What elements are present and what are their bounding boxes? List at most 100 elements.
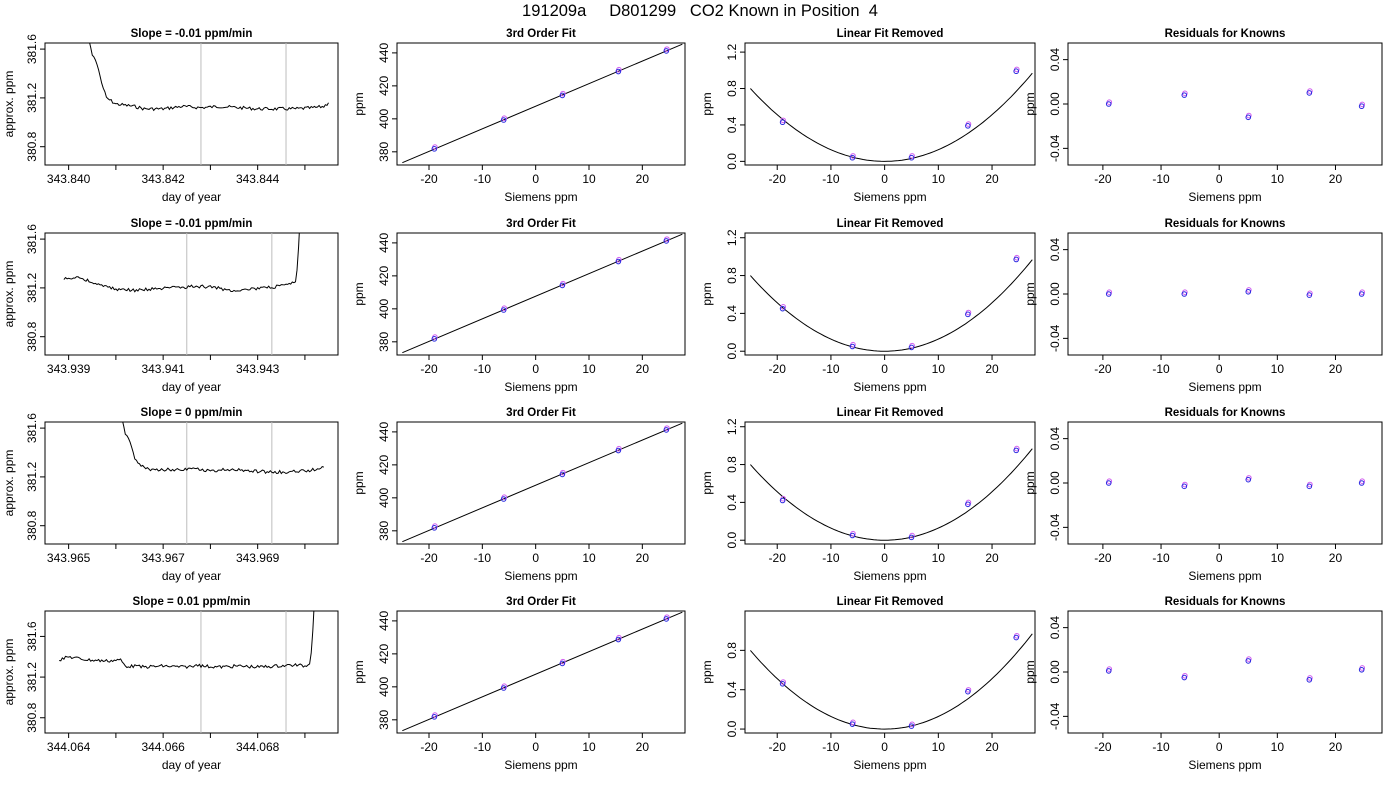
data-point xyxy=(663,238,670,244)
y-tick-label: 380 xyxy=(377,709,391,729)
x-axis-label: Siemens ppm xyxy=(504,190,577,204)
x-tick-label: 0 xyxy=(532,551,539,565)
x-tick-label: -10 xyxy=(474,740,492,754)
plot-title: 3rd Order Fit xyxy=(506,28,576,40)
x-tick-label: 10 xyxy=(582,551,596,565)
fit-line xyxy=(402,422,683,543)
y-tick-label: 1.2 xyxy=(725,229,739,246)
x-tick-label: 10 xyxy=(582,362,596,376)
ppm-trace-line xyxy=(59,611,315,669)
x-tick-label: -10 xyxy=(822,362,840,376)
data-point xyxy=(908,534,915,541)
y-tick-label: 0.8 xyxy=(725,267,739,284)
data-point xyxy=(1358,480,1365,486)
x-tick-label: 20 xyxy=(985,740,999,754)
plot-title: Slope = 0 ppm/min xyxy=(141,407,243,419)
x-tick-label: 0 xyxy=(881,740,888,754)
x-tick-label: 343.844 xyxy=(236,172,280,186)
y-tick-label: 0.0 xyxy=(725,153,739,170)
data-point xyxy=(965,123,971,129)
x-tick-label: 0 xyxy=(881,362,888,376)
x-tick-label: 0 xyxy=(881,172,888,186)
data-point xyxy=(965,688,971,695)
x-tick-label: -20 xyxy=(769,362,787,376)
fit-line xyxy=(402,233,683,354)
y-tick-label: 0.00 xyxy=(1048,471,1062,495)
plot-frame xyxy=(44,610,339,734)
x-tick-label: -10 xyxy=(474,551,492,565)
data-point xyxy=(1105,101,1112,107)
data-point xyxy=(559,282,566,289)
y-tick-label: 381.2 xyxy=(25,462,39,492)
y-tick-label: 0.0 xyxy=(725,720,739,737)
y-tick-label: 0.4 xyxy=(725,494,739,511)
y-tick-label: 0.8 xyxy=(725,80,739,97)
x-tick-label: 10 xyxy=(932,362,946,376)
y-tick-label: 420 xyxy=(377,266,391,286)
plot-frame xyxy=(396,421,686,545)
data-point xyxy=(908,154,915,161)
y-tick-label: 440 xyxy=(377,422,391,442)
data-point xyxy=(908,723,915,729)
y-tick-label: 400 xyxy=(377,299,391,319)
x-tick-label: 343.967 xyxy=(141,551,185,565)
x-tick-label: 0 xyxy=(532,172,539,186)
x-tick-label: -10 xyxy=(474,172,492,186)
plot-title: Linear Fit Removed xyxy=(837,218,944,230)
y-tick-label: 380.8 xyxy=(25,131,39,161)
x-tick-label: 344.068 xyxy=(236,740,280,754)
x-tick-label: -10 xyxy=(1152,172,1170,186)
plot-frame xyxy=(1067,42,1383,166)
data-point xyxy=(1013,447,1020,454)
x-axis-label: day of year xyxy=(162,380,221,394)
data-point xyxy=(615,258,622,265)
y-tick-label: 0.04 xyxy=(1048,48,1062,72)
x-axis-label: Siemens ppm xyxy=(504,758,577,772)
plot-title: 3rd Order Fit xyxy=(506,596,576,608)
x-tick-label: 20 xyxy=(985,551,999,565)
y-tick-label: 400 xyxy=(377,677,391,697)
y-tick-label: 381.2 xyxy=(25,83,39,113)
y-tick-label: 400 xyxy=(377,488,391,508)
data-point xyxy=(849,343,856,350)
plot-frame xyxy=(1067,610,1383,734)
data-point xyxy=(663,427,670,433)
x-axis-label: Siemens ppm xyxy=(1188,190,1261,204)
data-point xyxy=(431,525,438,531)
data-point xyxy=(559,92,566,99)
x-axis-label: Siemens ppm xyxy=(853,380,926,394)
quadratic-curve xyxy=(750,259,1033,352)
data-point xyxy=(779,497,786,504)
y-tick-label: 0.00 xyxy=(1048,282,1062,306)
x-tick-label: 343.969 xyxy=(236,551,280,565)
x-tick-label: -20 xyxy=(420,551,438,565)
x-tick-label: -20 xyxy=(769,740,787,754)
data-point xyxy=(1105,480,1112,486)
y-tick-label: 0.4 xyxy=(725,305,739,322)
x-axis-label: Siemens ppm xyxy=(1188,380,1261,394)
data-point xyxy=(849,154,856,161)
ppm-trace-line xyxy=(122,422,324,475)
plot-title: Slope = -0.01 ppm/min xyxy=(131,28,253,40)
data-point xyxy=(1358,291,1365,297)
data-point xyxy=(908,344,915,351)
data-point xyxy=(559,660,566,667)
fit-line xyxy=(402,43,683,164)
x-tick-label: 0 xyxy=(1216,740,1223,754)
x-tick-label: -10 xyxy=(822,551,840,565)
y-axis-label: ppm xyxy=(352,282,366,305)
data-point xyxy=(663,616,670,622)
plot-frame xyxy=(44,232,339,356)
y-axis-label: ppm xyxy=(1023,660,1037,683)
x-tick-label: 10 xyxy=(932,740,946,754)
data-point xyxy=(1181,483,1188,490)
x-tick-label: 343.943 xyxy=(236,362,280,376)
plot-frame xyxy=(396,232,686,356)
quadratic-curve xyxy=(750,633,1033,730)
data-point xyxy=(779,305,786,312)
y-tick-label: 1.2 xyxy=(725,43,739,60)
y-axis-label: approx. ppm xyxy=(2,639,16,706)
y-tick-label: -0.04 xyxy=(1048,134,1062,162)
y-axis-label: ppm xyxy=(700,92,714,115)
